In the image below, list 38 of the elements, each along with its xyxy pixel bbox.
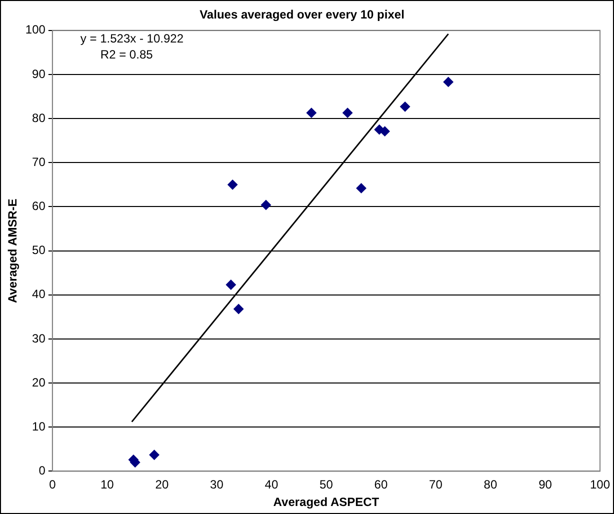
x-tick-label: 30 [210, 478, 224, 492]
y-tick-label: 0 [38, 464, 46, 478]
x-tick-label: 50 [320, 478, 334, 492]
annotation: R2 = 0.85 [100, 48, 154, 62]
point [226, 280, 236, 290]
x-axis-title: Averaged ASPECT [273, 495, 380, 510]
chart-title: Values averaged over every 10 pixel [200, 8, 404, 22]
x-tick-label: 60 [374, 478, 388, 492]
y-tick-label: 80 [32, 110, 46, 125]
x-tick-label: 90 [538, 478, 552, 492]
x-tick-label: 0 [49, 478, 56, 492]
y-tick-label: 100 [25, 22, 46, 37]
y-tick-label: 20 [32, 375, 46, 390]
point [342, 108, 353, 118]
y-tick-label: 30 [32, 331, 46, 346]
point [400, 102, 410, 112]
annotation: y = 1.523x - 10.922 [80, 32, 184, 46]
point [306, 108, 316, 118]
y-axis-title: Averaged AMSR-E [6, 198, 20, 304]
x-tick-label: 10 [100, 478, 114, 492]
x-tick-label: 100 [590, 478, 610, 492]
point [149, 450, 160, 460]
point [260, 200, 271, 210]
point [443, 76, 454, 87]
y-tick-label: 90 [32, 66, 46, 81]
y-tick-label: 50 [32, 243, 46, 258]
point [356, 183, 366, 194]
x-tick-label: 40 [264, 478, 278, 492]
x-tick-label: 80 [484, 478, 498, 492]
y-tick-label: 60 [32, 199, 46, 214]
y-tick-label: 40 [32, 287, 46, 302]
point [380, 126, 390, 136]
point [234, 304, 244, 314]
point [228, 180, 238, 190]
x-tick-label: 70 [429, 478, 443, 492]
x-tick-label: 20 [155, 478, 169, 492]
y-tick-label: 70 [32, 154, 46, 169]
y-tick-label: 10 [32, 419, 46, 434]
